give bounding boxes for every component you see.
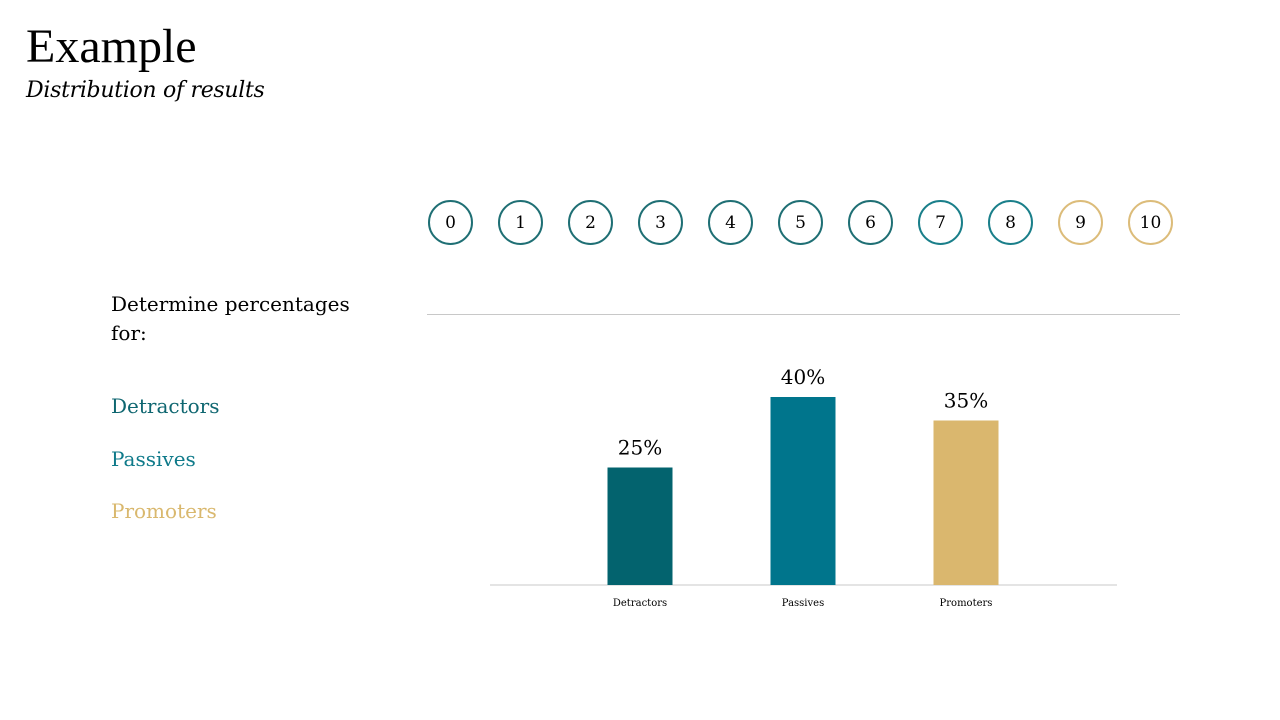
value-label-promoters: 35%	[944, 389, 988, 413]
scale-circle-1: 1	[498, 200, 543, 245]
scale-circle-9: 9	[1058, 200, 1103, 245]
scale-circle-7: 7	[918, 200, 963, 245]
category-label-promoters: Promoters	[940, 598, 993, 609]
distribution-bar-chart: 25% Detractors 40% Passives 35% Promoters	[490, 365, 1117, 609]
scale-circle-4: 4	[708, 200, 753, 245]
scale-circle-10: 10	[1128, 200, 1173, 245]
scale-circle-0: 0	[428, 200, 473, 245]
scale-circle-8: 8	[988, 200, 1033, 245]
bar-detractors	[607, 467, 673, 585]
scale-circle-5: 5	[778, 200, 823, 245]
category-label-passives: Passives	[782, 598, 824, 609]
category-label-detractors: Detractors	[613, 598, 667, 609]
category-detractors: Detractors	[111, 394, 220, 418]
bar-promoters	[933, 420, 999, 585]
scale-circle-2: 2	[568, 200, 613, 245]
page-title: Example	[26, 20, 197, 73]
scale-circle-6: 6	[848, 200, 893, 245]
rating-scale: 0 1 2 3 4 5 6 7 8 9 10	[428, 200, 1188, 250]
category-promoters: Promoters	[111, 499, 217, 523]
category-passives: Passives	[111, 446, 196, 471]
value-label-detractors: 25%	[618, 436, 662, 460]
value-label-passives: 40%	[781, 365, 825, 389]
page-subtitle: Distribution of results	[26, 78, 265, 103]
scale-circle-3: 3	[638, 200, 683, 245]
category-list: Detractors Passives Promoters	[111, 392, 220, 550]
prompt-text: Determine percentages for:	[111, 292, 350, 345]
divider-line	[427, 314, 1180, 315]
bar-passives	[770, 397, 836, 585]
